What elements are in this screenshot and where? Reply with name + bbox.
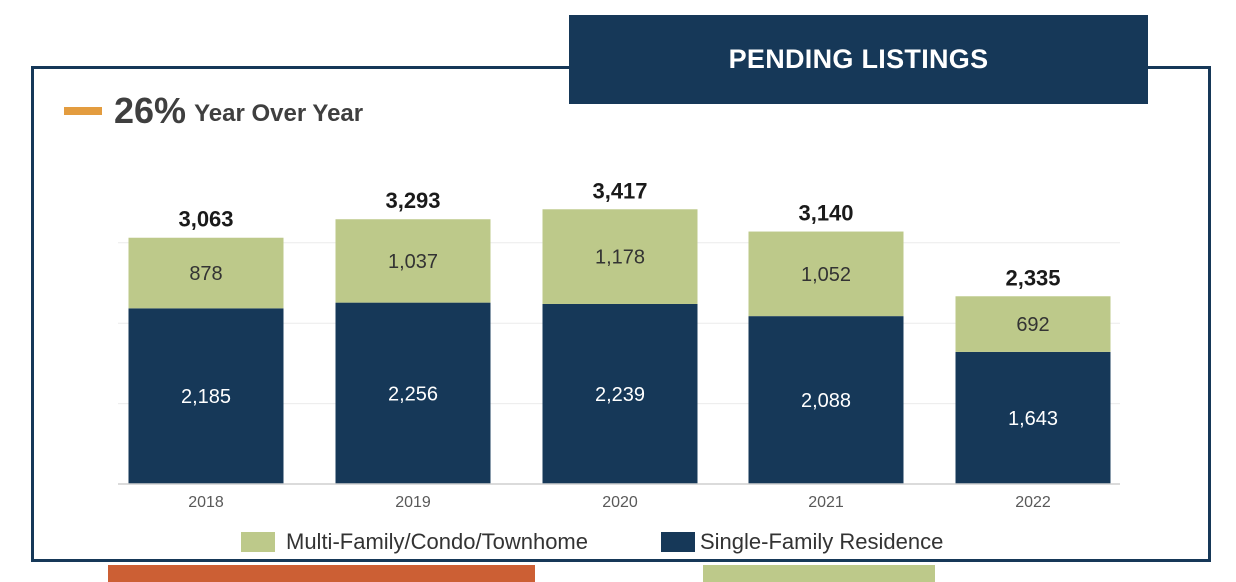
data-label-multi-family-2020: 1,178: [595, 247, 645, 269]
yoy-label: Year Over Year: [194, 100, 364, 127]
dash-marker-icon: [64, 107, 102, 115]
total-label-2020: 3,417: [592, 178, 647, 203]
legend-label-multi-family: Multi-Family/Condo/Townhome: [286, 529, 588, 554]
bottom-strip-orange: [108, 565, 535, 582]
bar-single-family-2020: [542, 303, 698, 484]
legend-label-single-family: Single-Family Residence: [700, 529, 943, 554]
total-label-2022: 2,335: [1005, 265, 1060, 290]
x-tick-label-2019: 2019: [395, 494, 431, 511]
x-tick-label-2022: 2022: [1015, 494, 1051, 511]
data-label-multi-family-2019: 1,037: [388, 251, 438, 273]
bar-multi-family-2019: [335, 219, 491, 303]
data-label-single-family-2019: 2,256: [388, 383, 438, 405]
legend-swatch-single-family: [661, 532, 695, 552]
page-title: PENDING LISTINGS: [569, 15, 1148, 104]
x-tick-label-2020: 2020: [602, 494, 638, 511]
total-label-2021: 3,140: [798, 201, 853, 226]
yoy-percent: 26%: [114, 90, 187, 131]
bar-multi-family-2018: [128, 237, 284, 309]
total-label-2019: 3,293: [385, 188, 440, 213]
data-label-multi-family-2021: 1,052: [801, 264, 851, 286]
bar-single-family-2022: [955, 351, 1111, 484]
bar-multi-family-2022: [955, 296, 1111, 352]
bar-single-family-2021: [748, 316, 904, 484]
bottom-strip-green: [703, 565, 935, 582]
x-tick-label-2018: 2018: [188, 494, 224, 511]
bar-multi-family-2020: [542, 209, 698, 304]
data-label-multi-family-2022: 692: [1016, 314, 1049, 336]
year-over-year-summary: 26% Year Over Year: [64, 86, 363, 136]
legend-swatch-multi-family: [241, 532, 275, 552]
data-label-single-family-2018: 2,185: [181, 386, 231, 408]
total-label-2018: 3,063: [178, 207, 233, 232]
data-label-single-family-2022: 1,643: [1008, 408, 1058, 430]
x-tick-label-2021: 2021: [808, 494, 844, 511]
bar-multi-family-2021: [748, 231, 904, 317]
data-label-single-family-2021: 2,088: [801, 390, 851, 412]
bar-single-family-2018: [128, 308, 284, 484]
data-label-single-family-2020: 2,239: [595, 384, 645, 406]
data-label-multi-family-2018: 878: [189, 263, 222, 285]
bar-single-family-2019: [335, 302, 491, 484]
